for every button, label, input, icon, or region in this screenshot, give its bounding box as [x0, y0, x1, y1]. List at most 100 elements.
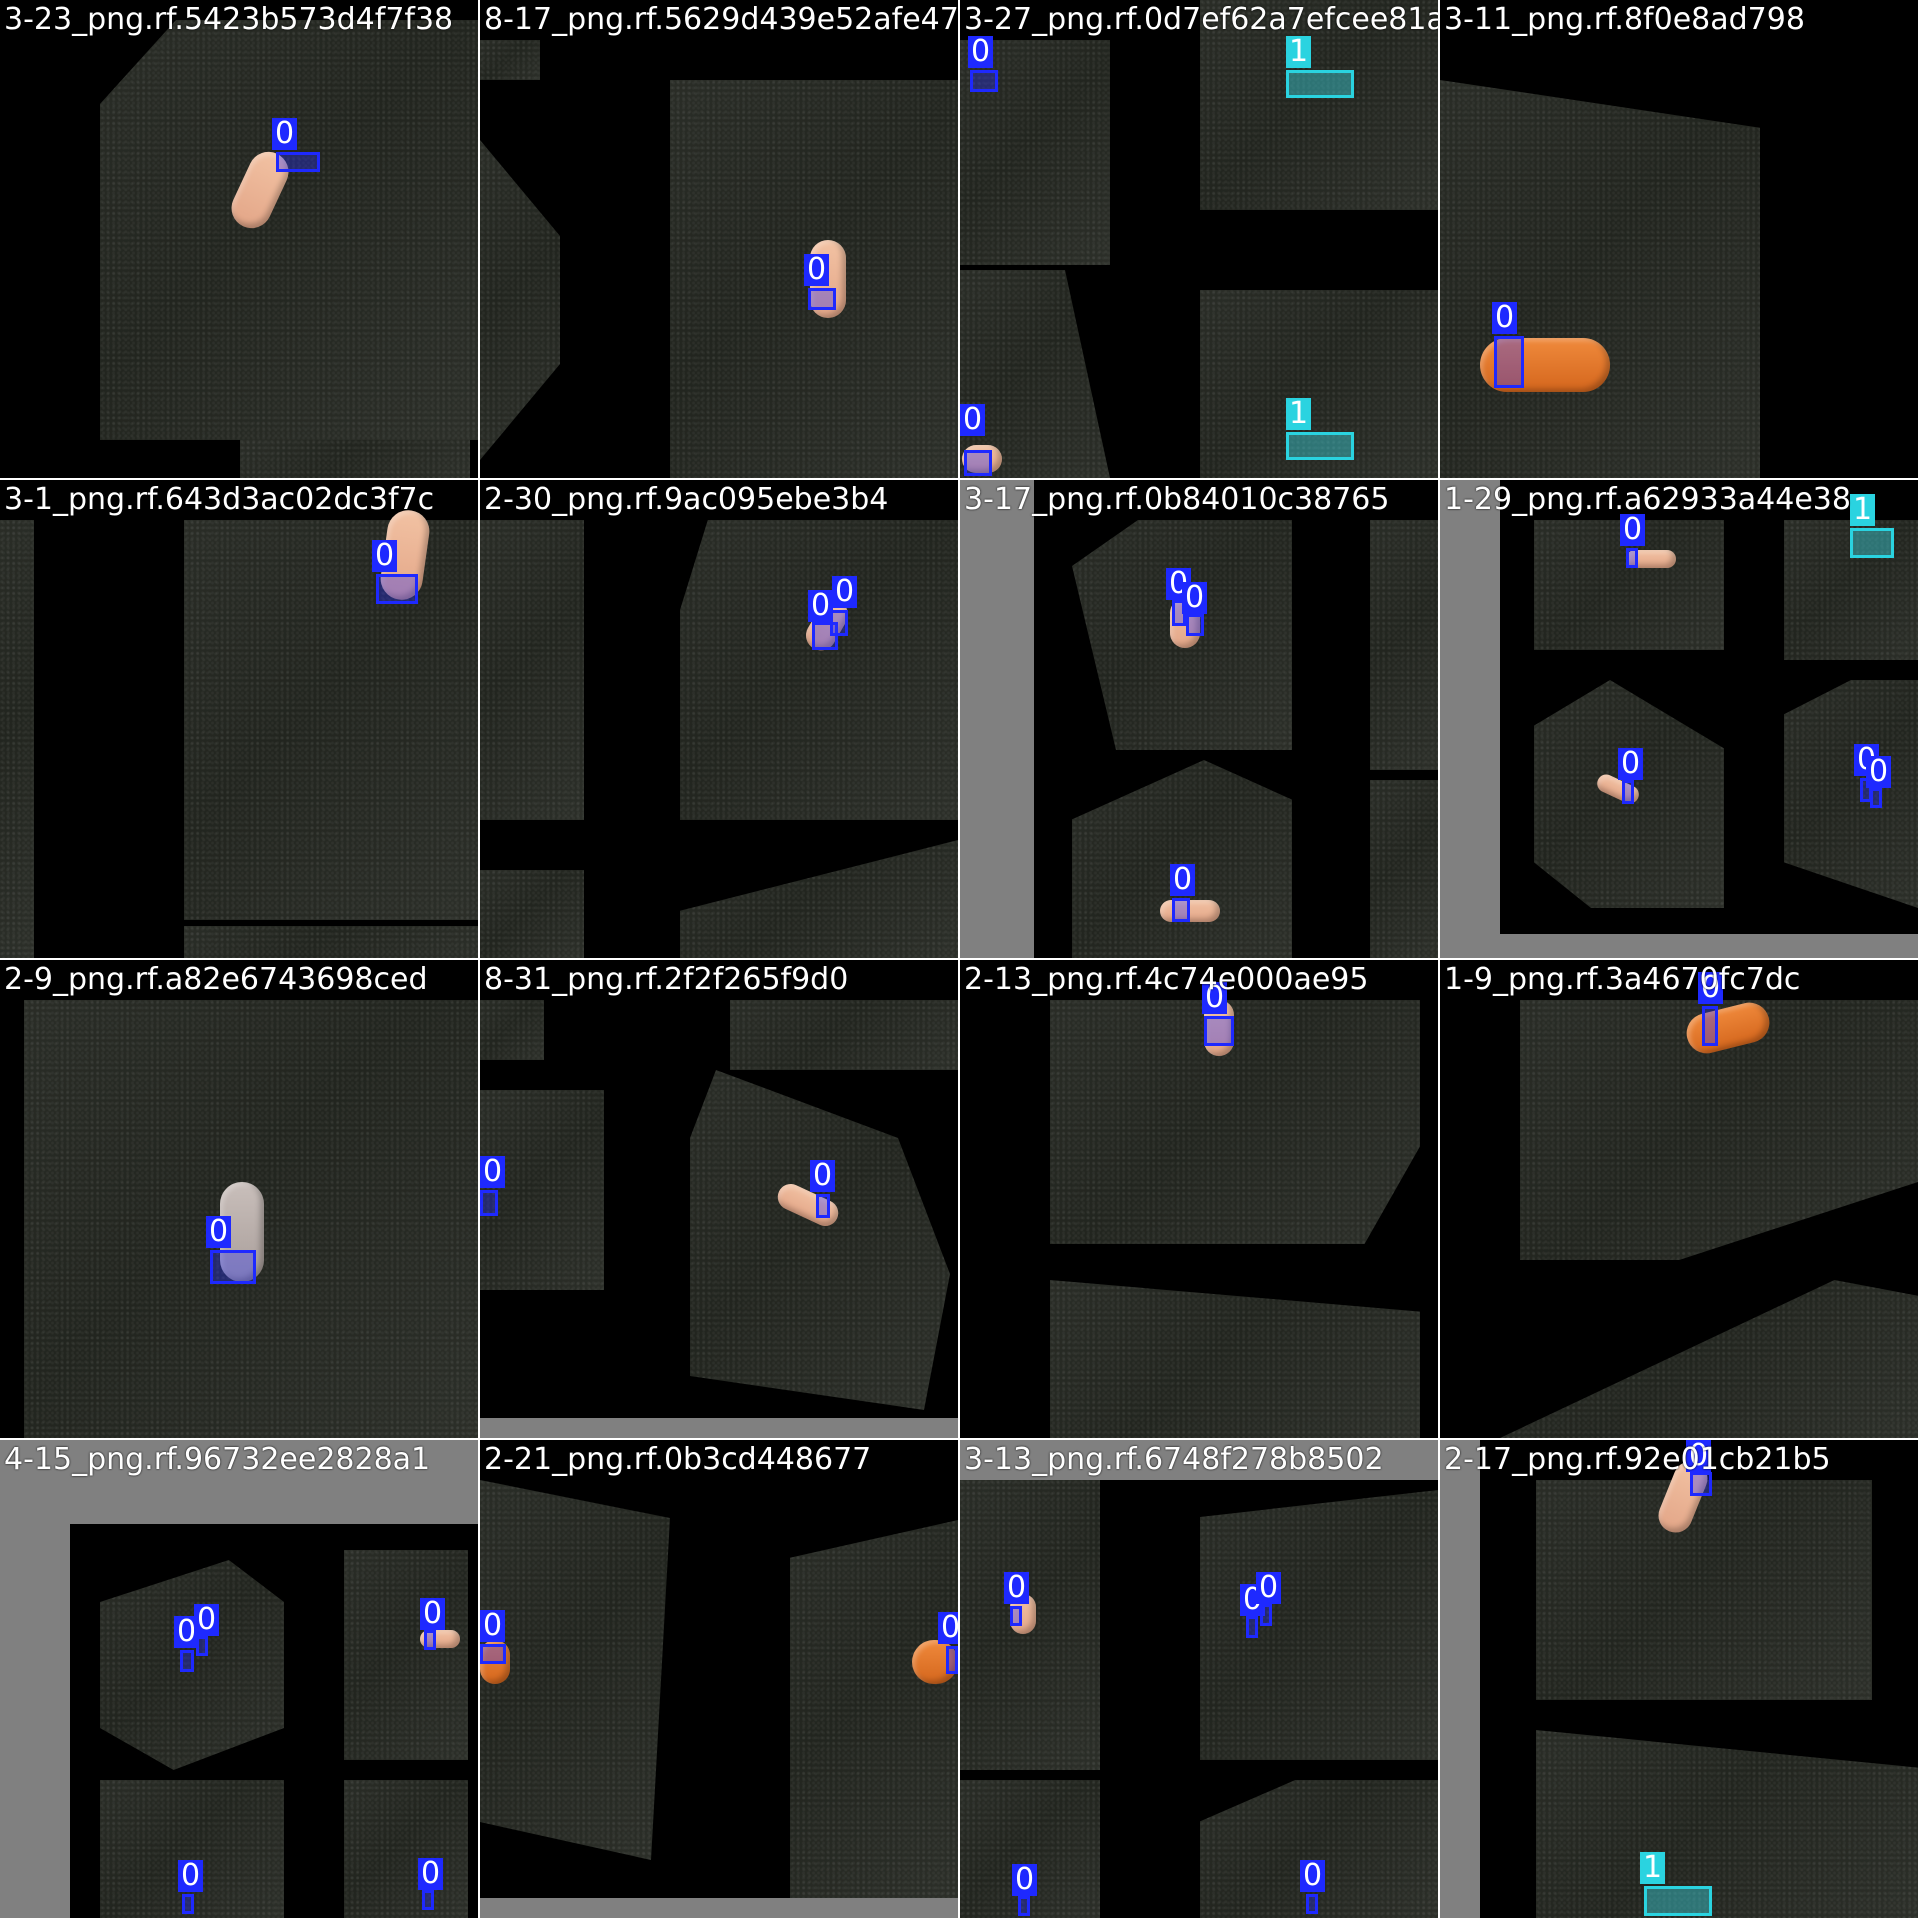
tile-title: 3-1_png.rf.643d3ac02dc3f7c	[4, 482, 434, 517]
bounding-box-label: 0	[420, 1598, 445, 1630]
padding-strip	[1440, 934, 1918, 958]
bounding-box-label: 0	[1620, 514, 1645, 546]
tile-title: 1-9_png.rf.3a4670fc7dc	[1444, 962, 1800, 997]
padding-strip	[480, 1418, 958, 1438]
padding-strip	[0, 1440, 70, 1918]
padding-strip	[1440, 1440, 1480, 1918]
bounding-box-label: 0	[272, 118, 297, 150]
bounding-box-label: 0	[968, 36, 993, 68]
mosaic-tile: 0 1 2-17_png.rf.92e01cb21b5	[1440, 1440, 1918, 1918]
bounding-box-class-0	[376, 574, 418, 604]
bounding-box-label: 0	[1170, 864, 1195, 896]
bounding-box-class-0	[1622, 780, 1634, 804]
bounding-box-class-0	[1010, 1606, 1022, 1626]
bounding-box-class-0	[1172, 898, 1190, 922]
bounding-box-class-0	[830, 610, 848, 636]
bounding-box-class-0	[180, 1650, 194, 1672]
bounding-box-class-0	[480, 1644, 506, 1664]
tile-title: 3-17_png.rf.0b84010c38765	[964, 482, 1389, 517]
bounding-box-label: 0	[804, 254, 829, 286]
felt-background	[344, 1550, 468, 1760]
felt-background	[1200, 1780, 1438, 1918]
bounding-box-class-0	[196, 1636, 208, 1656]
tile-title: 2-17_png.rf.92e01cb21b5	[1444, 1442, 1831, 1477]
felt-background	[680, 520, 958, 820]
felt-background	[480, 1090, 604, 1290]
mosaic-tile: 0 8-17_png.rf.5629d439e52afe47	[480, 0, 958, 478]
bounding-box-label: 0	[1300, 1860, 1325, 1892]
bounding-box-label: 0	[960, 404, 985, 436]
felt-background	[1370, 520, 1438, 770]
bounding-box-class-0	[1018, 1896, 1030, 1916]
felt-background	[1440, 80, 1760, 478]
mosaic-tile: 0 1 1 0 3-27_png.rf.0d7ef62a7efcee81a	[960, 0, 1438, 478]
felt-background	[480, 520, 584, 820]
bounding-box-label: 0	[938, 1612, 958, 1644]
felt-background	[184, 520, 478, 920]
felt-background	[100, 20, 478, 440]
tile-title: 2-21_png.rf.0b3cd448677	[484, 1442, 871, 1477]
felt-background	[680, 840, 958, 958]
bounding-box-class-0	[1186, 614, 1204, 636]
felt-background	[730, 1000, 958, 1070]
bounding-box-label: 0	[1866, 756, 1891, 788]
bounding-box-label: 0	[1492, 302, 1517, 334]
bounding-box-label: 0	[178, 1860, 203, 1892]
bounding-box-class-0	[1702, 1006, 1718, 1046]
bounding-box-class-0	[1260, 1604, 1272, 1626]
mosaic-tile: 0 3-23_png.rf.5423b573d4f7f38	[0, 0, 478, 478]
felt-background	[1500, 1280, 1918, 1438]
bounding-box-class-1	[1850, 528, 1894, 558]
tile-title: 3-13_png.rf.6748f278b8502	[964, 1442, 1384, 1477]
bounding-box-label: 1	[1286, 398, 1311, 430]
bounding-box-class-0	[424, 1630, 436, 1650]
bounding-box-class-0	[816, 1194, 830, 1218]
bounding-box-label: 0	[832, 576, 857, 608]
pill-capsule	[1160, 900, 1220, 922]
bounding-box-class-0	[276, 152, 320, 172]
bounding-box-label: 0	[480, 1610, 505, 1642]
bounding-box-label: 0	[194, 1604, 219, 1636]
mosaic-tile: 0 0 2-30_png.rf.9ac095ebe3b4	[480, 480, 958, 958]
bounding-box-class-0	[1306, 1894, 1318, 1914]
tile-title: 2-9_png.rf.a82e6743698ced	[4, 962, 428, 997]
bounding-box-label: 0	[1004, 1572, 1029, 1604]
bounding-box-label: 0	[1256, 1572, 1281, 1604]
mosaic-tile: 0 2-13_png.rf.4c74e000ae95	[960, 960, 1438, 1438]
mosaic-tile: 0 3-11_png.rf.8f0e8ad798	[1440, 0, 1918, 478]
bounding-box-label: 0	[372, 540, 397, 572]
tile-title: 3-23_png.rf.5423b573d4f7f38	[4, 2, 453, 37]
felt-background	[1370, 780, 1438, 958]
tile-title: 8-17_png.rf.5629d439e52afe47	[484, 2, 958, 37]
bounding-box-class-1	[1644, 1886, 1712, 1916]
tile-title: 1-29_png.rf.a62933a44e38	[1444, 482, 1851, 517]
padding-strip	[480, 1898, 958, 1918]
felt-background	[1050, 1000, 1420, 1244]
mosaic-tile: 0 2-9_png.rf.a82e6743698ced	[0, 960, 478, 1438]
bounding-box-class-0	[1246, 1616, 1258, 1638]
bounding-box-label: 0	[810, 1160, 835, 1192]
felt-background	[1050, 1280, 1420, 1438]
bounding-box-class-0	[1204, 1016, 1234, 1046]
bounding-box-label: 0	[1012, 1864, 1037, 1896]
bounding-box-class-0	[182, 1894, 194, 1914]
felt-background	[790, 1520, 958, 1898]
bounding-box-label: 0	[1618, 748, 1643, 780]
bounding-box-label: 0	[1182, 582, 1207, 614]
mosaic-tile: 0 3-1_png.rf.643d3ac02dc3f7c	[0, 480, 478, 958]
bounding-box-class-0	[422, 1890, 434, 1910]
bounding-box-class-0	[808, 288, 836, 310]
bounding-box-class-0	[946, 1646, 958, 1674]
mosaic-tile: 0 0 8-31_png.rf.2f2f265f9d0	[480, 960, 958, 1438]
tile-title: 2-30_png.rf.9ac095ebe3b4	[484, 482, 888, 517]
bounding-box-class-0	[480, 1190, 498, 1216]
felt-background	[480, 1000, 544, 1060]
padding-strip	[960, 480, 1034, 958]
felt-background	[1784, 680, 1918, 908]
felt-background	[344, 1780, 468, 1918]
tile-title: 8-31_png.rf.2f2f265f9d0	[484, 962, 848, 997]
bounding-box-class-0	[970, 70, 998, 92]
felt-background	[240, 440, 470, 478]
mosaic-tile: 0 0 0 0 0 3-13_png.rf.6748f278b8502	[960, 1440, 1438, 1918]
